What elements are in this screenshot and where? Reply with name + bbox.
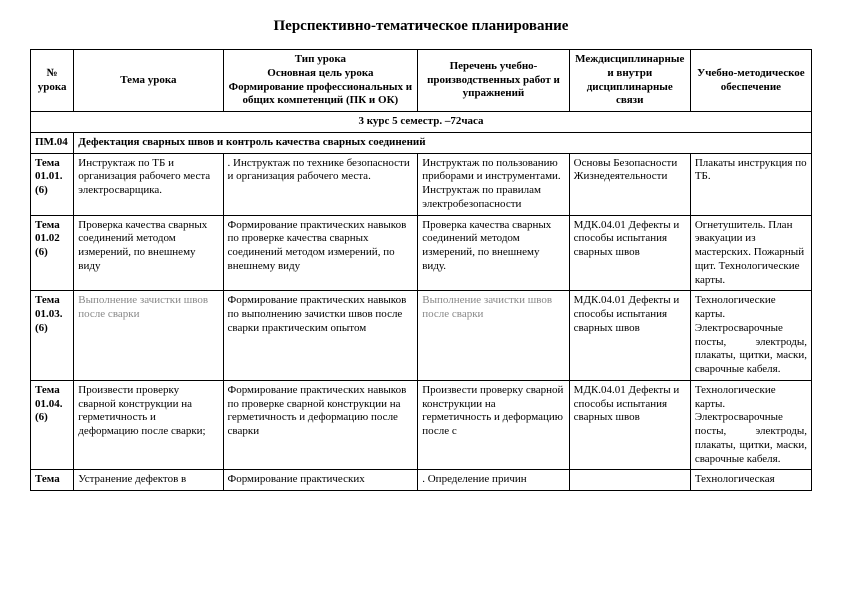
- row-id: Тема 01.01. (6): [31, 153, 74, 215]
- row-topic: Устранение дефектов в: [74, 470, 223, 491]
- row-links: [569, 470, 690, 491]
- table-row: Тема 01.02 (6)Проверка качества сварных …: [31, 215, 812, 291]
- col-header-materials: Учебно-методическое обеспечение: [690, 50, 811, 112]
- row-materials: Технологические карты. Электросварочные …: [690, 291, 811, 381]
- planning-table: № урока Тема урока Тип урока Основная це…: [30, 49, 812, 491]
- row-id: Тема: [31, 470, 74, 491]
- section-title: Дефектация сварных швов и контроль качес…: [74, 132, 812, 153]
- row-works: Произвести проверку сварной конструкции …: [418, 380, 569, 470]
- row-materials: Технологические карты. Электросварочные …: [690, 380, 811, 470]
- row-type: . Инструктаж по технике безопасности и о…: [223, 153, 418, 215]
- row-works: Выполнение зачистки швов после сварки: [418, 291, 569, 381]
- row-works: Проверка качества сварных соединений мет…: [418, 215, 569, 291]
- row-type: Формирование практических навыков по про…: [223, 215, 418, 291]
- row-links: Основы Безопасности Жизнедеятельности: [569, 153, 690, 215]
- row-topic: Произвести проверку сварной конструкции …: [74, 380, 223, 470]
- row-topic: Проверка качества сварных соединений мет…: [74, 215, 223, 291]
- row-links: МДК.04.01 Дефекты и способы испытания св…: [569, 380, 690, 470]
- row-topic: Инструктаж по ТБ и организация рабочего …: [74, 153, 223, 215]
- row-works: . Определение причин: [418, 470, 569, 491]
- section-row: ПМ.04Дефектация сварных швов и контроль …: [31, 132, 812, 153]
- row-links: МДК.04.01 Дефекты и способы испытания св…: [569, 291, 690, 381]
- col-header-num: № урока: [31, 50, 74, 112]
- row-type: Формирование практических: [223, 470, 418, 491]
- row-id: Тема 01.04. (6): [31, 380, 74, 470]
- section-code: ПМ.04: [31, 132, 74, 153]
- table-row: Тема 01.03. (6)Выполнение зачистки швов …: [31, 291, 812, 381]
- row-links: МДК.04.01 Дефекты и способы испытания св…: [569, 215, 690, 291]
- row-materials: Технологическая: [690, 470, 811, 491]
- row-materials: Плакаты инструкция по ТБ.: [690, 153, 811, 215]
- row-id: Тема 01.02 (6): [31, 215, 74, 291]
- table-row: Тема 01.01. (6)Инструктаж по ТБ и органи…: [31, 153, 812, 215]
- course-line: 3 курс 5 семестр. –72часа: [31, 112, 812, 133]
- row-type: Формирование практических навыков по вып…: [223, 291, 418, 381]
- row-type: Формирование практических навыков по про…: [223, 380, 418, 470]
- header-row: № урока Тема урока Тип урока Основная це…: [31, 50, 812, 112]
- col-header-type: Тип урока Основная цель урока Формирован…: [223, 50, 418, 112]
- table-row: ТемаУстранение дефектов вФормирование пр…: [31, 470, 812, 491]
- row-topic: Выполнение зачистки швов после сварки: [74, 291, 223, 381]
- col-header-links: Междисциплинарные и внутри дисциплинарны…: [569, 50, 690, 112]
- page-title: Перспективно-тематическое планирование: [30, 18, 812, 35]
- row-works: Инструктаж по пользованию приборами и ин…: [418, 153, 569, 215]
- table-row: Тема 01.04. (6)Произвести проверку сварн…: [31, 380, 812, 470]
- course-row: 3 курс 5 семестр. –72часа: [31, 112, 812, 133]
- row-materials: Огнетушитель. План эвакуации из мастерск…: [690, 215, 811, 291]
- col-header-topic: Тема урока: [74, 50, 223, 112]
- col-header-works: Перечень учебно-производственных работ и…: [418, 50, 569, 112]
- row-id: Тема 01.03. (6): [31, 291, 74, 381]
